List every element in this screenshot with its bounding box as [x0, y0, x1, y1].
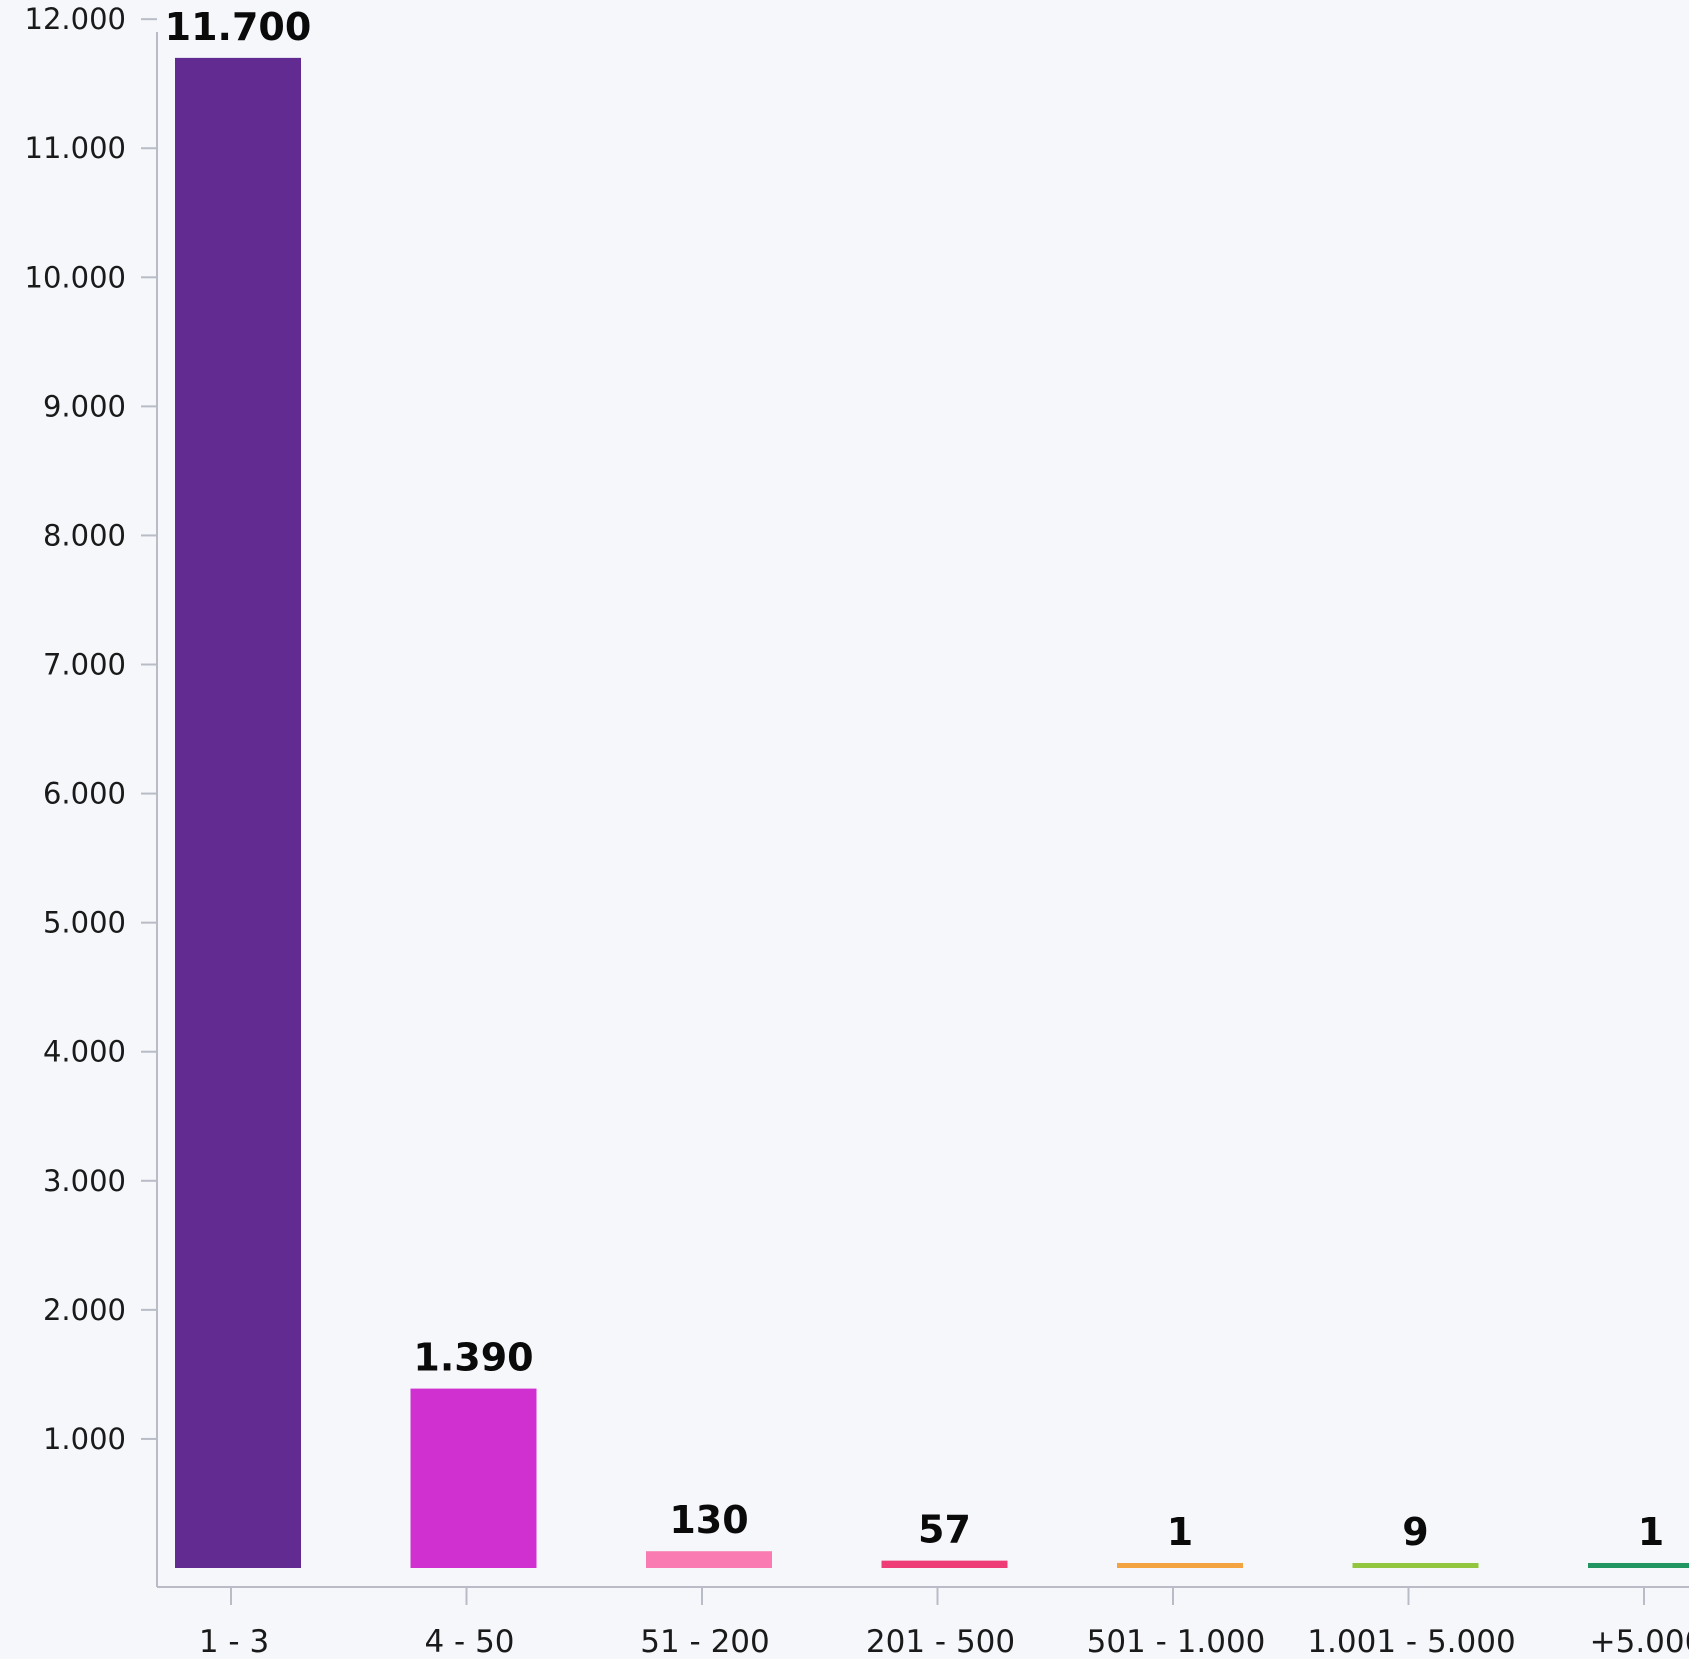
x-tick-label: 4 - 50 — [424, 1624, 514, 1659]
data-label: 9 — [1402, 1510, 1428, 1554]
value-labels: 11.700 1.390 130 57 1 9 1 — [165, 5, 1665, 1554]
y-axis: 1.000 2.000 3.000 4.000 5.000 6.000 7.000 8.000… — [25, 2, 158, 1587]
bar — [646, 1551, 772, 1568]
y-tick-label: 5.000 — [43, 906, 126, 940]
bar — [175, 57, 301, 1569]
y-tick-label: 10.000 — [25, 260, 126, 294]
data-label: 1 — [1638, 1510, 1664, 1554]
y-tick-label: 7.000 — [43, 648, 126, 682]
x-tick-label: +5.000 — [1590, 1624, 1689, 1659]
x-axis: 1 - 3 4 - 50 51 - 200 201 - 500 501 - 1.000 1… — [157, 1586, 1689, 1659]
x-tick-label: 1.001 - 5.000 — [1307, 1624, 1515, 1659]
y-tick-label: 11.000 — [25, 131, 126, 165]
y-tick-label: 4.000 — [43, 1035, 126, 1069]
x-tick-label: 501 - 1.000 — [1087, 1624, 1266, 1659]
bar — [1588, 1563, 1689, 1568]
y-tick-label: 6.000 — [43, 777, 126, 811]
y-tick-label: 3.000 — [43, 1164, 126, 1198]
y-tick-label: 8.000 — [43, 518, 126, 552]
data-label: 130 — [669, 1498, 748, 1542]
bar — [410, 1388, 537, 1568]
bar — [881, 1560, 1008, 1568]
bar — [1117, 1563, 1243, 1568]
x-tick-label: 201 - 500 — [866, 1624, 1015, 1659]
y-tick-label: 9.000 — [43, 389, 126, 423]
data-label: 1.390 — [413, 1336, 533, 1380]
y-tick-label: 2.000 — [43, 1293, 126, 1327]
data-label: 11.700 — [165, 5, 312, 49]
y-tick-label: 12.000 — [25, 2, 126, 36]
data-label: 1 — [1167, 1510, 1193, 1554]
x-tick-label: 1 - 3 — [199, 1624, 269, 1659]
bar — [1352, 1563, 1479, 1568]
x-tick-label: 51 - 200 — [640, 1624, 770, 1659]
y-tick-label: 1.000 — [43, 1422, 126, 1456]
bars — [175, 57, 1689, 1569]
data-label: 57 — [918, 1508, 971, 1552]
